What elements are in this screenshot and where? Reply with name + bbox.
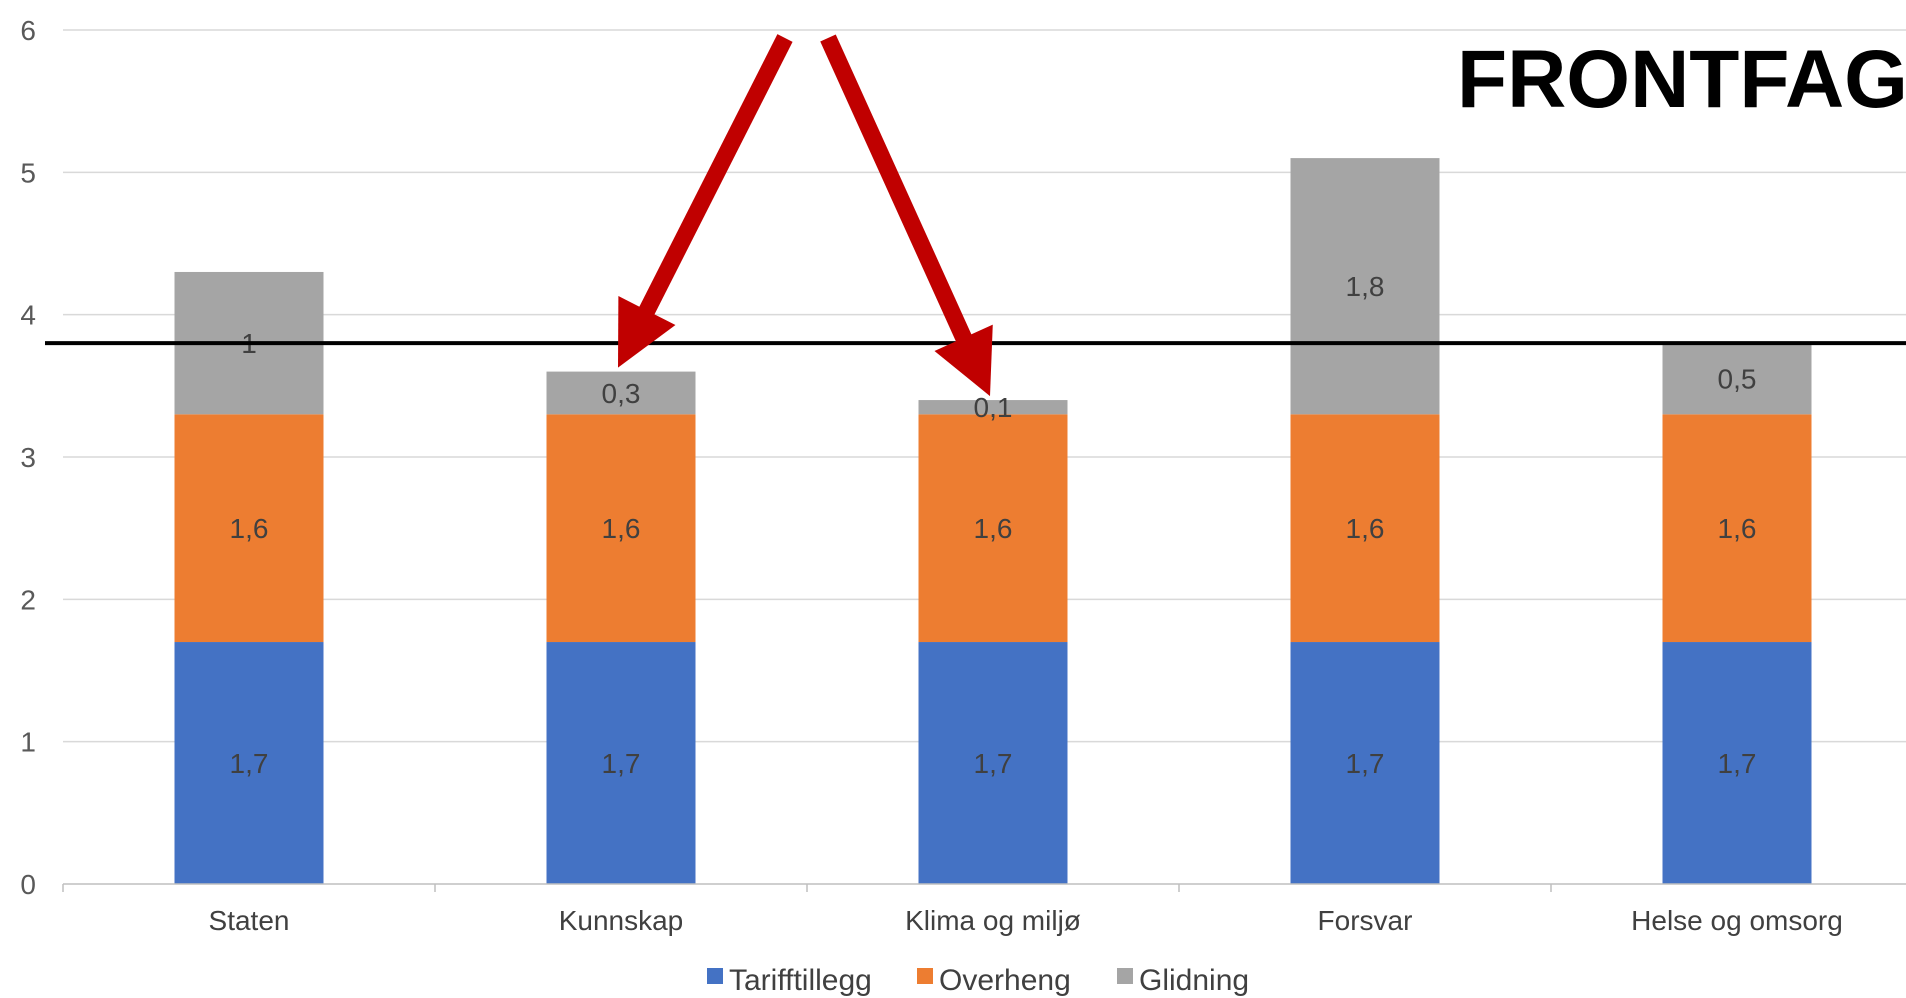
bar-segment: [1290, 158, 1440, 415]
data-label: 1,7: [974, 748, 1013, 779]
x-tick-label: Helse og omsorg: [1631, 905, 1843, 936]
data-label: 1,7: [230, 748, 269, 779]
data-label: 1,6: [974, 513, 1013, 544]
y-axis-ticks: 0 1 2 3 4 5 6: [20, 15, 36, 900]
x-tick-label: Staten: [209, 905, 290, 936]
bar-segment: [546, 371, 696, 415]
bar-segment: [918, 642, 1068, 884]
legend-swatch: [707, 968, 723, 984]
legend: Tarifftillegg Overheng Glidning: [707, 964, 1249, 997]
arrow-head: [618, 296, 676, 368]
data-labels: 1,71,611,71,60,31,71,60,11,71,61,81,71,6…: [230, 271, 1757, 779]
y-tick-label: 4: [20, 300, 36, 331]
x-tick-label: Klima og miljø: [905, 905, 1081, 936]
data-label: 1,6: [230, 513, 269, 544]
chart-title: FRONTFAG: [1457, 34, 1906, 125]
bar-segment: [1290, 642, 1440, 884]
y-tick-label: 3: [20, 442, 36, 473]
legend-label: Tarifftillegg: [729, 964, 872, 997]
bar-segment: [918, 400, 1068, 415]
data-label: 1,6: [1718, 513, 1757, 544]
arrow-shaft: [820, 34, 973, 344]
bar-segment: [546, 642, 696, 884]
bar-segment: [1662, 642, 1812, 884]
y-tick-label: 6: [20, 15, 36, 46]
y-tick-label: 5: [20, 157, 36, 188]
bar-segment: [546, 414, 696, 643]
legend-label: Glidning: [1139, 964, 1249, 997]
y-tick-label: 0: [20, 869, 36, 900]
arrow-head: [934, 324, 993, 397]
bar-segment: [1290, 414, 1440, 643]
legend-label: Overheng: [939, 964, 1071, 997]
data-label: 0,3: [602, 378, 641, 409]
legend-swatch: [917, 968, 933, 984]
arrow-shaft: [638, 34, 793, 317]
data-label: 0,1: [974, 392, 1013, 423]
legend-swatch: [1117, 968, 1133, 984]
bar-segment: [1662, 414, 1812, 643]
data-label: 1,7: [1346, 748, 1385, 779]
data-label: 1,7: [602, 748, 641, 779]
bar-segment: [1662, 343, 1812, 415]
bar-segment: [174, 414, 324, 643]
y-tick-label: 2: [20, 584, 36, 615]
data-label: 1,8: [1346, 271, 1385, 302]
x-tick-label: Kunnskap: [559, 905, 684, 936]
y-tick-label: 1: [20, 727, 36, 758]
bar-segment: [174, 642, 324, 884]
data-label: 0,5: [1718, 364, 1757, 395]
data-label: 1,7: [1718, 748, 1757, 779]
annotation-arrows: [618, 34, 993, 397]
data-label: 1,6: [602, 513, 641, 544]
data-label: 1,6: [1346, 513, 1385, 544]
bar-segment: [918, 414, 1068, 643]
x-tick-label: Forsvar: [1318, 905, 1413, 936]
x-axis: Staten Kunnskap Klima og miljø Forsvar Helse…: [62, 883, 1906, 936]
